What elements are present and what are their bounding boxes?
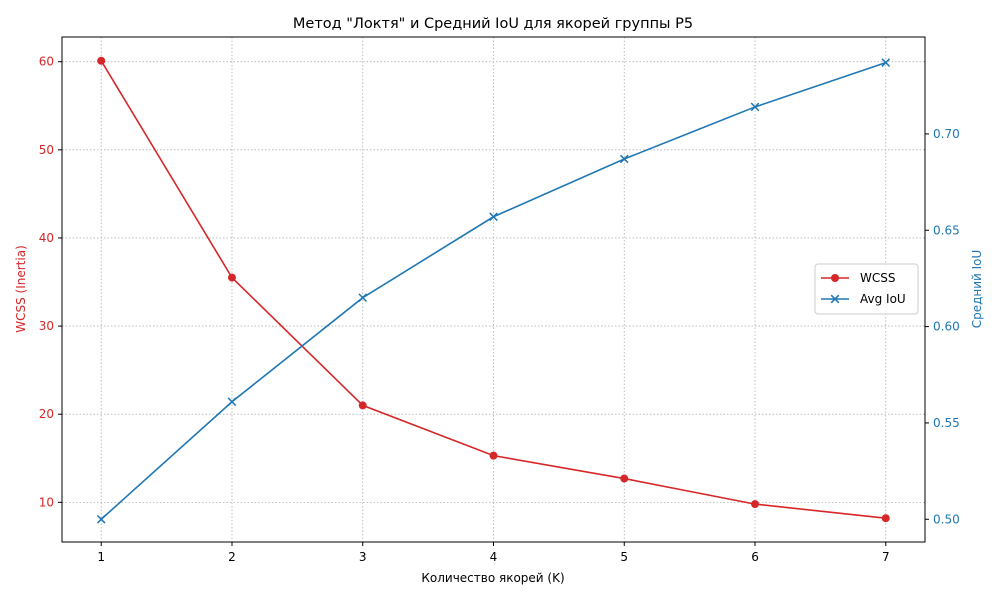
data-point-wcss bbox=[489, 451, 498, 460]
data-point-avg-iou bbox=[96, 514, 106, 524]
x-axis-title: Количество якорей (K) bbox=[421, 571, 564, 585]
data-point-avg-iou bbox=[619, 154, 629, 164]
x-tick-label: 4 bbox=[490, 550, 498, 564]
data-point-avg-iou bbox=[489, 212, 498, 222]
legend: WCSS Avg IoU bbox=[814, 263, 919, 315]
x-tick-label: 6 bbox=[751, 550, 759, 564]
y-right-tick-label: 0.65 bbox=[933, 223, 960, 237]
y-right-tick-label: 0.55 bbox=[933, 416, 960, 430]
y-left-tick-label: 40 bbox=[39, 231, 54, 245]
data-point-avg-iou bbox=[750, 102, 760, 112]
y-right-tick-label: 0.50 bbox=[933, 512, 960, 526]
y-left-tick-label: 30 bbox=[39, 319, 54, 333]
legend-label: Avg IoU bbox=[860, 292, 906, 306]
y-left-tick-label: 50 bbox=[39, 143, 54, 157]
legend-marker bbox=[830, 294, 840, 304]
legend-box bbox=[814, 263, 919, 315]
x-tick-label: 2 bbox=[228, 550, 236, 564]
y-left-axis-title: WCSS (Inertia) bbox=[14, 245, 28, 333]
data-point-wcss bbox=[620, 474, 629, 483]
legend-label: WCSS bbox=[860, 271, 895, 285]
grid bbox=[62, 37, 925, 542]
data-point-wcss bbox=[97, 56, 106, 65]
y-right-tick-label: 0.60 bbox=[933, 320, 960, 334]
x-tick-label: 5 bbox=[620, 550, 628, 564]
data-point-avg-iou bbox=[358, 293, 368, 303]
x-tick-label: 7 bbox=[882, 550, 890, 564]
data-point-avg-iou bbox=[881, 58, 891, 67]
series-markers bbox=[96, 56, 891, 524]
axes: 1 2 3 4 5 6 7 10 20 30 40 50 60 0.50 0.55 0.60 0.65 0.70 bbox=[39, 55, 960, 564]
x-tick-label: 3 bbox=[359, 550, 367, 564]
data-point-wcss bbox=[751, 500, 760, 509]
data-point-wcss bbox=[881, 514, 890, 523]
y-left-tick-label: 10 bbox=[39, 495, 54, 509]
y-right-axis-title: Средний IoU bbox=[970, 250, 984, 329]
data-point-avg-iou bbox=[227, 397, 237, 407]
y-left-tick-label: 20 bbox=[39, 407, 54, 421]
x-tick-label: 1 bbox=[97, 550, 105, 564]
y-right-tick-label: 0.70 bbox=[933, 127, 960, 141]
legend-marker bbox=[831, 274, 839, 282]
data-point-wcss bbox=[227, 273, 236, 282]
chart-title: Метод "Локтя" и Средний IoU для якорей г… bbox=[293, 16, 693, 32]
y-left-tick-label: 60 bbox=[39, 55, 54, 69]
data-point-wcss bbox=[358, 401, 367, 410]
